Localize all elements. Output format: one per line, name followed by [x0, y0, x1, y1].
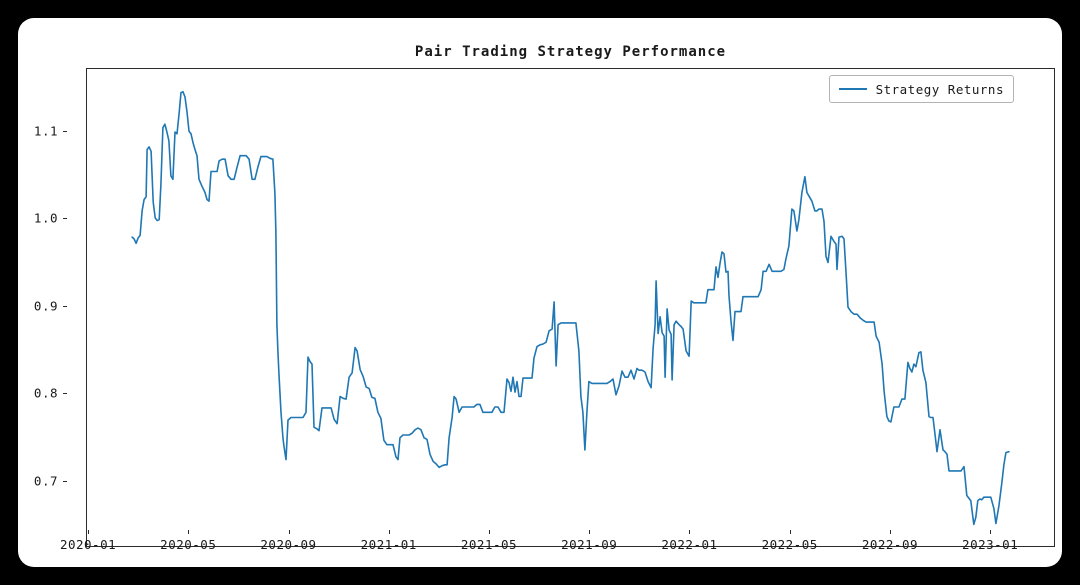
y-tick-label-0.9: 0.9 — [33, 298, 58, 314]
x-tick-label-2022-09: 2022-09 — [861, 537, 918, 552]
y-tick-label-0.7: 0.7 — [33, 473, 58, 489]
x-tick-label-2022-01: 2022-01 — [661, 537, 718, 552]
figure-card: Pair Trading Strategy Performance Strate… — [18, 18, 1062, 567]
y-tick-mark-0.9 — [63, 305, 67, 307]
y-tick-label-1.0: 1.0 — [33, 210, 58, 226]
x-tick-mark-2022-05 — [789, 530, 791, 534]
x-tick-mark-2020-01 — [88, 530, 90, 534]
legend-line-swatch — [838, 88, 867, 90]
y-tick-mark-0.7 — [63, 480, 67, 482]
y-tick-label-1.1: 1.1 — [33, 123, 58, 139]
x-tick-label-2023-01: 2023-01 — [962, 537, 1019, 552]
y-tick-mark-1.1 — [63, 130, 67, 132]
plot-area — [86, 68, 1055, 547]
chart-title: Pair Trading Strategy Performance — [414, 44, 727, 60]
x-tick-mark-2020-05 — [188, 530, 190, 534]
legend: Strategy Returns — [828, 75, 1014, 103]
y-tick-mark-1.0 — [63, 218, 67, 220]
line-plot-canvas — [131, 90, 1010, 526]
x-tick-mark-2021-09 — [589, 530, 591, 534]
strategy-returns-line — [131, 90, 1010, 526]
y-tick-label-0.8: 0.8 — [33, 385, 58, 401]
x-tick-label-2021-01: 2021-01 — [360, 537, 417, 552]
y-tick-mark-0.8 — [63, 393, 67, 395]
x-tick-mark-2022-01 — [689, 530, 691, 534]
x-tick-label-2022-05: 2022-05 — [761, 537, 818, 552]
x-tick-mark-2021-05 — [488, 530, 490, 534]
x-tick-label-2020-09: 2020-09 — [260, 537, 317, 552]
x-tick-label-2020-01: 2020-01 — [59, 537, 117, 552]
x-tick-mark-2022-09 — [889, 530, 891, 534]
x-tick-label-2021-09: 2021-09 — [561, 537, 618, 552]
x-tick-label-2021-05: 2021-05 — [460, 537, 518, 552]
x-tick-mark-2020-09 — [288, 530, 290, 534]
x-tick-label-2020-05: 2020-05 — [160, 537, 217, 552]
legend-label: Strategy Returns — [875, 81, 1004, 97]
x-tick-mark-2021-01 — [388, 530, 390, 534]
x-tick-mark-2023-01 — [990, 530, 992, 534]
